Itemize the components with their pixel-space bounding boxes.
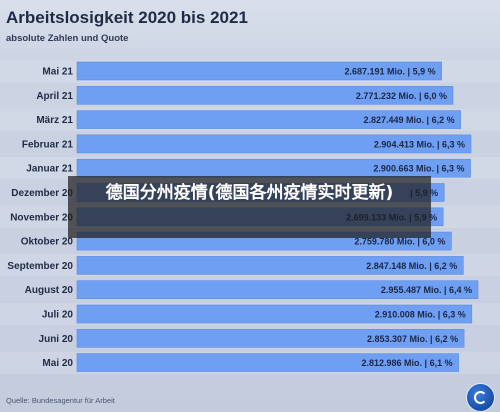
bar <box>76 61 442 81</box>
bar <box>76 328 465 348</box>
value-label: 2.812.986 Mio. | 6,1 % <box>362 358 453 368</box>
category-label: Januar 21 <box>26 164 73 175</box>
value-label: 2.759.780 Mio. | 6,0 % <box>354 237 445 247</box>
value-label: 2.900.663 Mio. | 6,3 % <box>373 164 464 174</box>
category-label: Juni 20 <box>39 334 74 345</box>
category-label: Mai 21 <box>42 67 73 78</box>
chart-title: Arbeitslosigkeit 2020 bis 2021 <box>6 8 248 27</box>
value-label: 2.827.449 Mio. | 6,2 % <box>364 115 455 125</box>
category-label: Februar 21 <box>22 139 74 150</box>
category-label: Mai 20 <box>42 358 73 369</box>
bar <box>76 110 461 129</box>
category-label: April 21 <box>36 91 73 102</box>
category-label: März 21 <box>36 115 73 126</box>
bar <box>76 280 479 300</box>
value-label: 2.910.008 Mio. | 6,3 % <box>375 310 466 320</box>
tagesschau-logo-icon <box>466 383 495 412</box>
category-label: Dezember 20 <box>11 188 73 199</box>
category-label: September 20 <box>7 261 73 272</box>
source-note: Quelle: Bundesagentur für Arbeit <box>6 396 115 405</box>
category-label: August 20 <box>25 285 74 296</box>
bar <box>76 86 454 105</box>
value-label: 2.904.413 Mio. | 6,3 % <box>374 139 465 149</box>
bar <box>76 256 464 275</box>
value-label: 2.847.148 Mio. | 6,2 % <box>366 261 457 271</box>
value-label: 2.687.191 Mio. | 5,9 % <box>345 67 436 77</box>
value-label: 2.771.232 Mio. | 6,0 % <box>356 91 447 101</box>
category-label: November 20 <box>10 212 73 223</box>
bar <box>76 304 473 324</box>
value-label: 2.853.307 Mio. | 6,2 % <box>367 334 458 344</box>
category-label: Oktober 20 <box>21 237 74 248</box>
category-label: Juli 20 <box>42 310 74 321</box>
overlay-caption: 德国分州疫情(德国各州疫情实时更新) <box>68 176 431 238</box>
bar <box>76 353 459 372</box>
value-label: 2.955.487 Mio. | 6,4 % <box>381 285 472 295</box>
chart-subtitle: absolute Zahlen und Quote <box>6 33 129 44</box>
bar <box>76 134 472 154</box>
